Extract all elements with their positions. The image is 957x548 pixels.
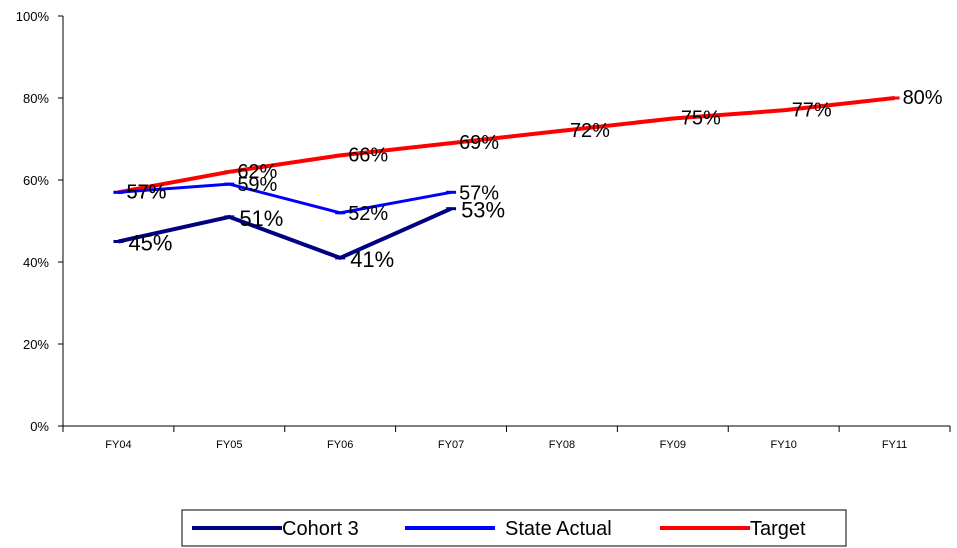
data-label: 69% [459, 132, 499, 154]
y-tick-label: 20% [23, 337, 49, 352]
data-label: 45% [128, 231, 172, 256]
x-tick-label: FY07 [438, 439, 464, 451]
data-label: 77% [792, 99, 832, 121]
data-label: 72% [570, 120, 610, 142]
series-line-cohort-3 [118, 206, 452, 261]
x-tick-label: FY10 [771, 439, 797, 451]
x-tick-label: FY05 [216, 439, 242, 451]
data-label: 57% [459, 182, 499, 204]
x-tick-label: FY06 [327, 439, 353, 451]
series-lines [113, 96, 900, 261]
data-label: 41% [350, 247, 394, 272]
data-label: 51% [239, 206, 283, 231]
y-tick-label: 40% [23, 255, 49, 270]
y-tick-label: 100% [16, 9, 50, 24]
legend-label: Target [750, 518, 806, 540]
series-line-target [118, 96, 895, 195]
data-label: 75% [681, 108, 721, 130]
data-label: 62% [237, 161, 277, 183]
x-tick-label: FY09 [660, 439, 686, 451]
data-label: 80% [903, 87, 943, 109]
data-label: 57% [126, 181, 166, 203]
data-labels: 45%51%41%53%57% 59%52%57%57%62%66%69%72%7… [126, 87, 942, 272]
data-label: 53% [461, 198, 505, 223]
legend-label: State Actual [505, 518, 612, 540]
data-label: 66% [348, 144, 388, 166]
legend: Cohort 3 State Actual Target [181, 509, 847, 547]
data-label: 57% [126, 181, 166, 203]
y-tick-label: 0% [30, 419, 49, 434]
axes: 0% 20% 40% 60% 80% 100% FY04 FY05 FY06 FY07 FY08 FY… [16, 9, 951, 451]
y-tick-label: 80% [23, 91, 49, 106]
data-label: 52% [348, 203, 388, 225]
series-line-state-actual [118, 182, 452, 215]
x-tick-label: FY08 [549, 439, 575, 451]
x-tick-label: FY04 [105, 439, 131, 451]
data-label: 59% [237, 174, 277, 196]
legend-label: Cohort 3 [282, 518, 359, 540]
x-tick-label: FY11 [882, 439, 907, 451]
y-tick-label: 60% [23, 173, 49, 188]
